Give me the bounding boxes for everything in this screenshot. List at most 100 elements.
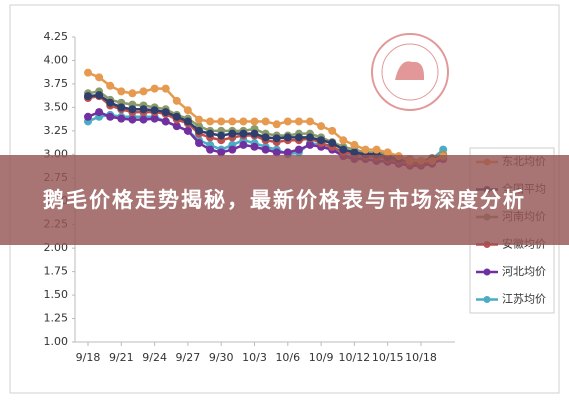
banner: 鹅毛价格走势揭秘，最新价格表与市场深度分析: [0, 155, 569, 245]
data-point: [106, 98, 115, 107]
data-point: [228, 145, 237, 154]
data-point: [372, 145, 381, 154]
y-tick-label: 3.25: [44, 124, 69, 137]
x-tick-label: 9/27: [176, 351, 201, 364]
data-point: [306, 133, 314, 142]
x-tick-label: 10/18: [405, 351, 437, 364]
x-tick-label: 10/9: [309, 351, 334, 364]
data-point: [206, 145, 215, 154]
data-point: [139, 87, 148, 96]
data-point: [350, 140, 359, 149]
data-point: [150, 106, 159, 115]
y-tick-label: 4.25: [44, 30, 69, 43]
x-tick-label: 9/30: [209, 351, 234, 364]
y-tick-label: 1.00: [44, 335, 69, 348]
x-tick-label: 10/3: [242, 351, 267, 364]
y-tick-label: 1.25: [44, 312, 69, 325]
x-tick-label: 10/12: [339, 351, 371, 364]
data-point: [339, 136, 348, 145]
data-point: [117, 103, 126, 112]
data-point: [139, 115, 148, 124]
data-point: [250, 142, 259, 151]
data-point: [217, 131, 226, 140]
x-tick-label: 10/6: [275, 351, 300, 364]
data-point: [206, 129, 215, 138]
data-point: [117, 87, 126, 96]
data-point: [195, 126, 203, 135]
data-point: [128, 115, 137, 124]
data-point: [294, 133, 303, 142]
data-point: [306, 140, 314, 149]
data-point: [84, 112, 92, 121]
data-point: [328, 126, 337, 135]
data-point: [195, 139, 203, 148]
data-point: [206, 117, 215, 126]
watermark-logo: [371, 33, 449, 111]
data-point: [239, 117, 248, 126]
data-point: [128, 105, 137, 114]
data-point: [161, 84, 170, 93]
data-point: [217, 148, 226, 157]
banner-title: 鹅毛价格走势揭秘，最新价格表与市场深度分析: [43, 188, 526, 212]
data-point: [228, 129, 237, 138]
data-point: [317, 122, 326, 131]
data-point: [306, 117, 314, 126]
data-point: [261, 117, 270, 126]
data-point: [183, 117, 192, 126]
data-point: [283, 148, 292, 157]
data-point: [294, 117, 303, 126]
y-tick-label: 1.75: [44, 265, 69, 278]
data-point: [195, 115, 203, 124]
x-tick-label: 9/21: [109, 351, 134, 364]
y-tick-label: 4.00: [44, 53, 69, 66]
y-tick-label: 3.75: [44, 77, 69, 90]
x-tick-label: 9/18: [76, 351, 101, 364]
data-point: [128, 89, 137, 98]
data-point: [250, 117, 259, 126]
legend-label: 江苏均价: [502, 293, 546, 306]
data-point: [239, 140, 248, 149]
data-point: [228, 117, 237, 126]
data-point: [95, 108, 104, 117]
y-tick-label: 1.50: [44, 288, 69, 301]
data-point: [117, 114, 126, 123]
data-point: [383, 148, 392, 157]
data-point: [172, 112, 181, 121]
data-point: [172, 122, 181, 131]
data-point: [172, 96, 181, 105]
data-point: [328, 139, 337, 148]
x-tick-label: 9/24: [142, 351, 167, 364]
data-point: [139, 105, 148, 114]
data-point: [261, 145, 270, 154]
data-point: [150, 114, 159, 123]
data-point: [150, 84, 159, 93]
data-point: [106, 81, 115, 90]
data-point: [283, 117, 292, 126]
data-point: [272, 134, 281, 143]
data-point: [250, 129, 259, 138]
legend-marker: [483, 296, 491, 303]
data-point: [183, 126, 192, 135]
data-point: [95, 73, 104, 82]
data-point: [272, 120, 281, 129]
y-tick-label: 3.50: [44, 100, 69, 113]
data-point: [161, 108, 170, 117]
data-point: [361, 145, 370, 154]
data-point: [261, 133, 270, 142]
legend-label: 河北均价: [502, 265, 546, 278]
data-point: [317, 136, 326, 145]
data-point: [272, 148, 281, 157]
data-point: [84, 68, 92, 77]
legend-marker: [483, 268, 491, 276]
data-point: [217, 117, 226, 126]
data-point: [294, 145, 303, 154]
data-point: [106, 112, 115, 121]
data-point: [161, 117, 170, 126]
data-point: [95, 91, 104, 100]
data-point: [183, 106, 192, 115]
x-tick-label: 10/15: [372, 351, 404, 364]
data-point: [339, 145, 348, 154]
data-point: [84, 92, 92, 101]
data-point: [350, 148, 359, 157]
